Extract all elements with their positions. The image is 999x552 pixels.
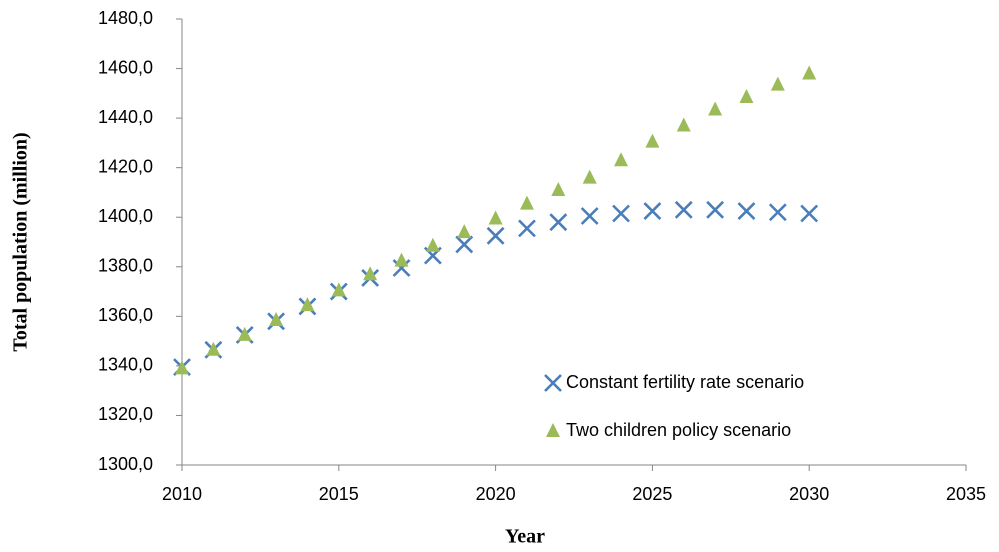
data-point	[425, 237, 440, 252]
x-tick-label: 2010	[162, 484, 202, 504]
data-point	[708, 101, 723, 116]
data-point	[549, 213, 568, 232]
x-tick-label: 2030	[789, 484, 829, 504]
data-point	[300, 297, 315, 312]
data-point	[331, 282, 346, 297]
x-tick-label: 2025	[632, 484, 672, 504]
data-point	[737, 202, 756, 220]
y-tick-label: 1480,0	[98, 8, 153, 28]
data-point	[394, 252, 409, 267]
data-point	[518, 219, 536, 238]
data-point	[676, 117, 691, 132]
data-point	[739, 89, 754, 104]
y-tick-label: 1380,0	[98, 256, 153, 276]
data-point	[706, 200, 725, 219]
legend-label: Two children policy scenario	[566, 420, 791, 440]
y-tick-label: 1300,0	[98, 454, 153, 474]
data-point	[580, 207, 599, 225]
data-point	[768, 203, 787, 222]
data-point	[363, 266, 378, 281]
y-tick-label: 1440,0	[98, 107, 153, 127]
data-point	[770, 76, 785, 91]
data-point	[674, 200, 693, 219]
x-tick-label: 2020	[476, 484, 516, 504]
data-point	[551, 181, 566, 196]
y-tick-label: 1340,0	[98, 355, 153, 375]
y-tick-label: 1400,0	[98, 206, 153, 226]
data-point	[800, 204, 819, 223]
data-point	[612, 204, 630, 223]
legend-label: Constant fertility rate scenario	[566, 372, 804, 392]
data-point	[237, 326, 252, 341]
legend-marker	[546, 423, 560, 437]
data-point	[488, 210, 503, 225]
data-point	[582, 169, 597, 184]
y-tick-label: 1460,0	[98, 57, 153, 77]
data-point	[519, 195, 534, 210]
x-tick-label: 2015	[319, 484, 359, 504]
data-point	[614, 152, 629, 167]
data-point	[643, 202, 662, 220]
data-point	[392, 259, 411, 277]
y-tick-label: 1420,0	[98, 156, 153, 176]
data-point	[269, 312, 284, 327]
x-tick-label: 2035	[946, 484, 986, 504]
x-axis-title: Year	[505, 526, 545, 548]
data-point	[457, 224, 472, 239]
data-point	[645, 133, 660, 148]
data-point	[802, 65, 817, 80]
data-point	[206, 341, 221, 356]
y-tick-label: 1320,0	[98, 404, 153, 424]
data-point	[175, 360, 189, 375]
legend-marker	[544, 374, 562, 392]
y-axis-title: Total population (million)	[10, 132, 32, 351]
data-point	[455, 235, 474, 254]
y-tick-label: 1360,0	[98, 305, 153, 325]
data-point	[486, 226, 505, 245]
